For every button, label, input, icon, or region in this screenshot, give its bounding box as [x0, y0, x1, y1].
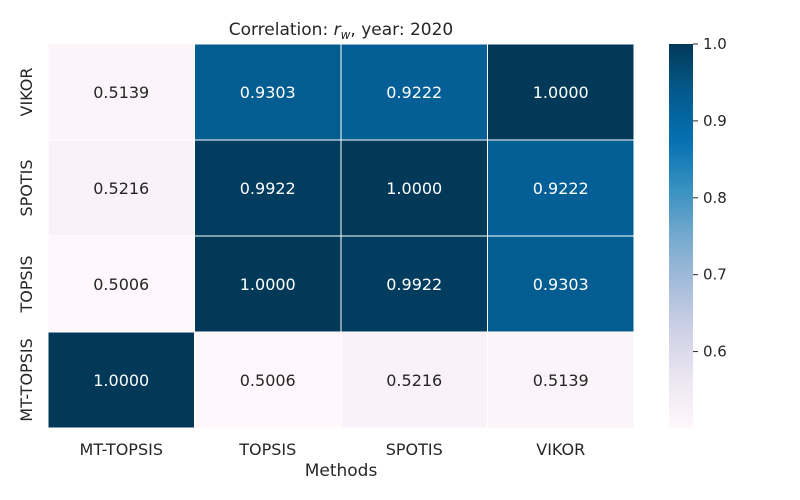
title-prefix: Correlation:: [229, 20, 334, 40]
colorbar-tick-label: 0.6: [703, 343, 727, 361]
colorbar-tick-label: 1.0: [703, 35, 727, 53]
y-tick-label: VIKOR: [17, 68, 36, 117]
cell-value-label: 0.9922: [240, 179, 296, 198]
y-tick-label: TOPSIS: [17, 255, 36, 313]
x-tick-label: VIKOR: [536, 440, 585, 459]
y-tick-label: SPOTIS: [17, 159, 36, 216]
cell-value-label: 1.0000: [386, 179, 442, 198]
cell-value-label: 0.9222: [386, 83, 442, 102]
x-tick-label: TOPSIS: [238, 440, 296, 459]
heatmap-cell: [487, 235, 635, 333]
heatmap-cell: [47, 235, 195, 333]
heatmap-cell: [487, 331, 635, 429]
heatmap-cells: 0.5139 0.9303 0.9222 1.0000 0.5216 0.9922 1.00…: [47, 43, 635, 429]
cell-value-label: 0.5216: [386, 371, 442, 390]
colorbar-tick-label: 0.7: [703, 266, 727, 284]
heatmap-cell: [340, 331, 488, 429]
chart-title: Correlation: rw, year: 2020: [229, 20, 454, 42]
cell-value-label: 0.5139: [93, 83, 149, 102]
cell-value-label: 0.9222: [533, 179, 589, 198]
x-tick-labels: MT-TOPSIS TOPSIS SPOTIS VIKOR: [80, 440, 586, 459]
heatmap-cell: [47, 43, 195, 141]
heatmap-cell: [487, 139, 635, 237]
title-symbol: r: [334, 20, 342, 40]
cell-value-label: 1.0000: [93, 371, 149, 390]
cell-value-label: 0.9303: [533, 275, 589, 294]
title-subscript: w: [341, 28, 351, 42]
cell-value-label: 0.5216: [93, 179, 149, 198]
colorbar: 0.6 0.7 0.8 0.9 1.0: [669, 35, 727, 428]
cell-value-label: 0.9922: [386, 275, 442, 294]
cell-value-label: 0.5006: [93, 275, 149, 294]
cell-value-label: 0.5006: [240, 371, 296, 390]
cell-value-label: 1.0000: [533, 83, 589, 102]
x-tick-label: SPOTIS: [386, 440, 443, 459]
y-tick-labels: VIKOR SPOTIS TOPSIS MT-TOPSIS: [17, 68, 36, 422]
heatmap-cell: [340, 235, 488, 333]
heatmap-cell: [194, 43, 342, 141]
cell-value-label: 0.5139: [533, 371, 589, 390]
colorbar-tick-label: 0.9: [703, 112, 727, 130]
x-axis-label: Methods: [305, 461, 378, 481]
colorbar-tick-label: 0.8: [703, 189, 727, 207]
cell-value-label: 1.0000: [240, 275, 296, 294]
title-suffix: , year: 2020: [350, 20, 453, 40]
cell-value-label: 0.9303: [240, 83, 296, 102]
colorbar-gradient: [669, 44, 693, 428]
heatmap-cell: [194, 235, 342, 333]
heatmap-cell: [47, 331, 195, 429]
y-tick-label: MT-TOPSIS: [17, 338, 36, 421]
x-tick-label: MT-TOPSIS: [80, 440, 163, 459]
